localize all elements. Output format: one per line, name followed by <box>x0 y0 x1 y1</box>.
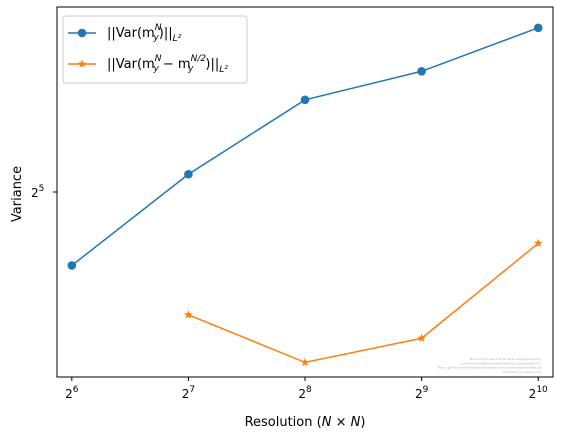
series-2 <box>184 238 543 367</box>
watermark-line: Produced: 1c_app.py 019 <box>503 370 541 374</box>
data-point <box>184 310 193 319</box>
data-point <box>533 238 543 248</box>
legend-box <box>62 15 248 84</box>
series-layer <box>67 23 543 367</box>
legend-marker <box>77 28 87 38</box>
y-axis-label: Variance <box>10 166 25 222</box>
x-axis-ticks: 26 27 28 29 210 <box>65 377 548 401</box>
y-axis-ticks: 25 <box>31 184 57 200</box>
data-point <box>533 23 543 33</box>
legend-entry-2: ||Var(mN y − mN/2 y)||L² <box>68 54 228 75</box>
x-tick-label: 29 <box>415 385 429 401</box>
legend-label: ||Var(mN y)||L² <box>107 23 182 44</box>
data-point <box>300 357 310 367</box>
data-point <box>417 66 426 76</box>
legend-label: ||Var(mN y − mN/2 y)||L² <box>107 54 228 75</box>
x-tick-label: 26 <box>65 385 79 401</box>
x-axis-label: Resolution (N × N) <box>245 415 366 430</box>
data-point <box>417 333 426 342</box>
series-1 <box>67 23 543 270</box>
watermark-line: By Kirill Ilich Lar & DTRI (kirill.s.lin… <box>470 357 541 361</box>
series-line <box>188 242 539 364</box>
x-tick-label: 27 <box>182 385 195 401</box>
legend-marker <box>77 59 87 68</box>
watermark: By Kirill Ilich Lar & DTRI (kirill.s.lin… <box>438 357 542 374</box>
x-tick-label: 210 <box>529 385 548 401</box>
legend-entry-1: ||Var(mN y)||L² <box>68 23 182 44</box>
legend: ||Var(mN y)||L² ||Var(mN y − mN/2 y)||L² <box>62 15 248 84</box>
data-point <box>184 169 193 179</box>
watermark-line: Repo: github.com/kirill/pdcmeta-statisti… <box>438 366 542 370</box>
y-tick-label: 25 <box>31 184 44 200</box>
watermark-line: Commit: 93048f9a8ab4d0e0dfa071cac4b45bd8… <box>461 361 541 365</box>
data-point <box>300 95 310 105</box>
x-tick-label: 28 <box>298 385 312 401</box>
data-point <box>67 261 77 270</box>
